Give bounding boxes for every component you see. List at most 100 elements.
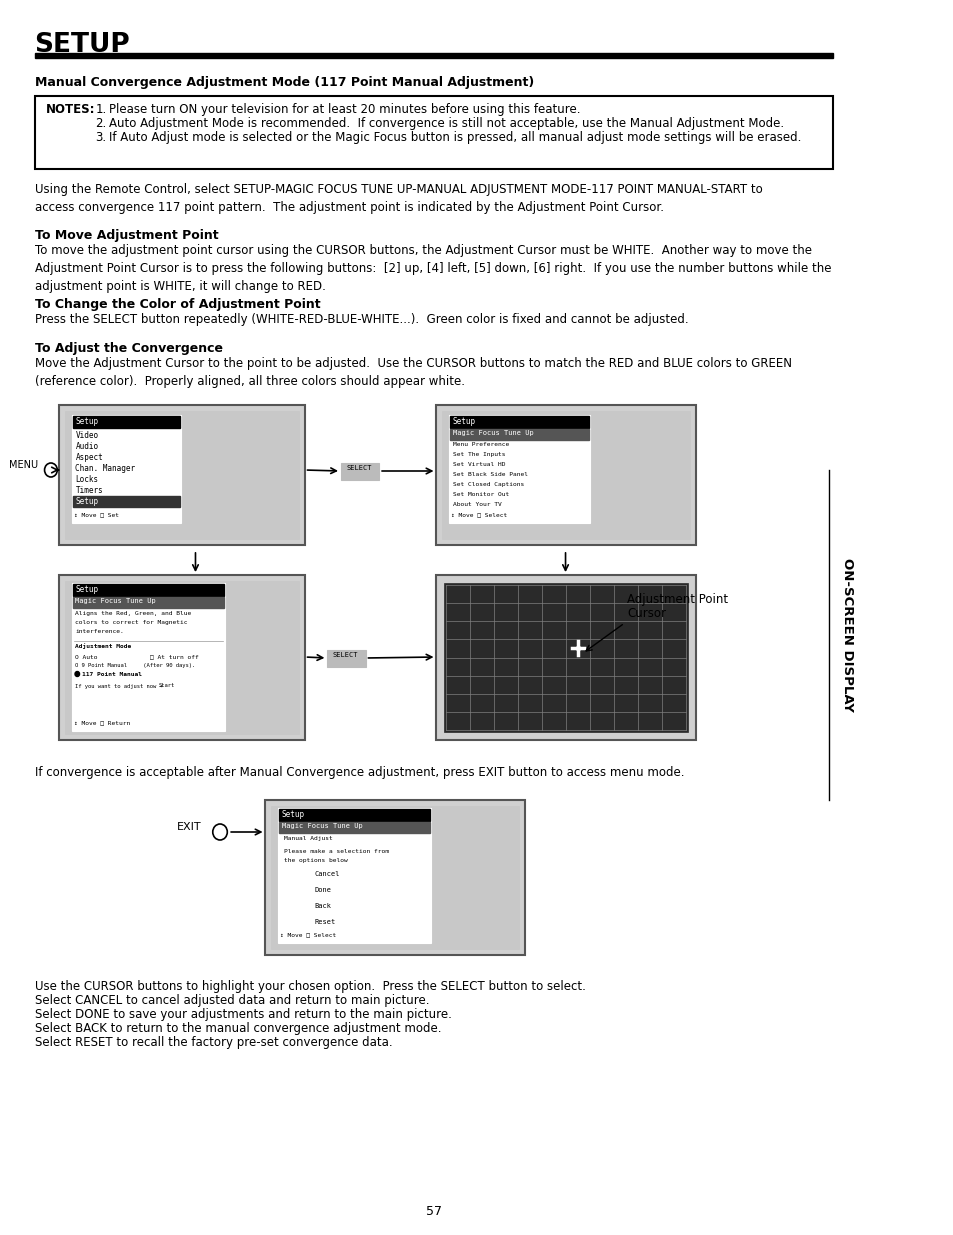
Bar — [71, 583, 224, 731]
Text: ↕ Move □ Set: ↕ Move □ Set — [73, 513, 118, 517]
Text: Move the Adjustment Cursor to the point to be adjusted.  Use the CURSOR buttons : Move the Adjustment Cursor to the point … — [34, 357, 791, 388]
Text: interference.: interference. — [75, 629, 124, 634]
Bar — [72, 597, 223, 608]
Bar — [436, 405, 695, 545]
Text: To move the adjustment point cursor using the CURSOR buttons, the Adjustment Cur: To move the adjustment point cursor usin… — [34, 245, 830, 293]
Text: Manual Convergence Adjustment Mode (117 Point Manual Adjustment): Manual Convergence Adjustment Mode (117 … — [34, 77, 534, 89]
Text: SELECT: SELECT — [333, 652, 358, 658]
Text: Set The Inputs: Set The Inputs — [453, 452, 505, 457]
Text: If convergence is acceptable after Manual Convergence adjustment, press EXIT but: If convergence is acceptable after Manua… — [34, 766, 683, 779]
Text: Aspect: Aspect — [75, 453, 103, 462]
Text: Select RESET to recall the factory pre-set convergence data.: Select RESET to recall the factory pre-s… — [34, 1036, 392, 1049]
Bar — [72, 584, 223, 597]
Bar — [303, 869, 354, 881]
Text: 57: 57 — [425, 1205, 441, 1218]
Text: Cancel: Cancel — [314, 871, 339, 877]
Text: NOTES:: NOTES: — [46, 103, 95, 116]
Bar — [65, 580, 299, 734]
Circle shape — [45, 463, 57, 477]
Text: ↕ Move □ Select: ↕ Move □ Select — [280, 932, 336, 937]
Bar — [279, 823, 430, 832]
Text: Done: Done — [314, 887, 332, 893]
Text: O Auto              □ At turn off: O Auto □ At turn off — [75, 655, 199, 659]
Text: Back: Back — [314, 903, 332, 909]
Text: ↕ Move □ Select: ↕ Move □ Select — [451, 513, 507, 517]
Text: Select BACK to return to the manual convergence adjustment mode.: Select BACK to return to the manual conv… — [34, 1023, 440, 1035]
Text: Setup: Setup — [75, 585, 98, 594]
Text: Video: Video — [75, 431, 98, 440]
Bar — [59, 576, 304, 740]
Text: If you want to adjust now →: If you want to adjust now → — [75, 684, 163, 689]
Bar — [303, 918, 354, 929]
Text: Setup: Setup — [75, 417, 98, 426]
Bar — [271, 806, 518, 948]
Bar — [327, 650, 365, 667]
Text: SELECT: SELECT — [346, 466, 372, 471]
Bar — [155, 682, 183, 692]
Text: Please make a selection from: Please make a selection from — [283, 848, 388, 853]
Text: About Your TV: About Your TV — [453, 501, 501, 508]
Text: Setup: Setup — [453, 417, 476, 426]
Text: Start: Start — [158, 683, 174, 688]
Text: 3.: 3. — [95, 131, 107, 144]
Text: Set Closed Captions: Set Closed Captions — [453, 482, 523, 487]
Circle shape — [75, 672, 79, 677]
Bar — [279, 809, 430, 821]
Text: ON-SCREEN DISPLAY: ON-SCREEN DISPLAY — [840, 558, 853, 711]
Text: Using the Remote Control, select SETUP-MAGIC FOCUS TUNE UP-MANUAL ADJUSTMENT MOD: Using the Remote Control, select SETUP-M… — [34, 183, 761, 214]
Text: colors to correct for Magnetic: colors to correct for Magnetic — [75, 620, 188, 625]
Text: O 9 Point Manual     (After 90 days).: O 9 Point Manual (After 90 days). — [75, 663, 195, 668]
Text: MENU: MENU — [10, 459, 38, 471]
Text: To Change the Color of Adjustment Point: To Change the Color of Adjustment Point — [34, 298, 320, 311]
Text: Locks: Locks — [75, 475, 98, 484]
Text: Magic Focus Tune Up: Magic Focus Tune Up — [75, 598, 156, 604]
Text: To Adjust the Convergence: To Adjust the Convergence — [34, 342, 222, 354]
Text: Press the SELECT button repeatedly (WHITE-RED-BLUE-WHITE...).  Green color is fi: Press the SELECT button repeatedly (WHIT… — [34, 312, 687, 326]
Text: If Auto Adjust mode is selected or the Magic Focus button is pressed, all manual: If Auto Adjust mode is selected or the M… — [109, 131, 801, 144]
Text: 117 Point Manual: 117 Point Manual — [82, 672, 142, 677]
Text: Set Black Side Panel: Set Black Side Panel — [453, 472, 527, 477]
Text: Magic Focus Tune Up: Magic Focus Tune Up — [453, 430, 533, 436]
Text: SETUP: SETUP — [34, 32, 131, 58]
Text: 2.: 2. — [95, 117, 107, 130]
Bar — [34, 96, 832, 169]
Text: Manual Adjust: Manual Adjust — [283, 836, 332, 841]
Text: Chan. Manager: Chan. Manager — [75, 464, 135, 473]
Bar — [828, 471, 864, 800]
Text: Adjustment Mode: Adjustment Mode — [75, 643, 132, 648]
Text: 1.: 1. — [95, 103, 107, 116]
Bar — [450, 429, 589, 440]
Text: Set Virtual HD: Set Virtual HD — [453, 462, 505, 467]
Text: Magic Focus Tune Up: Magic Focus Tune Up — [281, 823, 362, 829]
Text: Auto Adjustment Mode is recommended.  If convergence is still not acceptable, us: Auto Adjustment Mode is recommended. If … — [109, 117, 783, 130]
Text: Please turn ON your television for at least 20 minutes before using this feature: Please turn ON your television for at le… — [109, 103, 580, 116]
Bar — [443, 583, 687, 732]
Circle shape — [213, 824, 227, 840]
Bar — [265, 800, 524, 955]
Text: To Move Adjustment Point: To Move Adjustment Point — [34, 228, 218, 242]
Bar — [303, 902, 354, 913]
Text: Aligns the Red, Green, and Blue: Aligns the Red, Green, and Blue — [75, 611, 192, 616]
Text: Cursor: Cursor — [627, 606, 665, 620]
Text: the options below: the options below — [283, 858, 347, 863]
Bar — [34, 53, 832, 58]
Text: Adjustment Point: Adjustment Point — [627, 593, 728, 606]
Text: Reset: Reset — [314, 919, 335, 925]
Text: Select DONE to save your adjustments and return to the main picture.: Select DONE to save your adjustments and… — [34, 1008, 451, 1021]
Text: Select CANCEL to cancel adjusted data and return to main picture.: Select CANCEL to cancel adjusted data an… — [34, 994, 429, 1007]
Bar — [72, 416, 180, 429]
Bar — [71, 415, 181, 522]
Text: Timers: Timers — [75, 487, 103, 495]
Bar — [72, 496, 180, 508]
Bar — [436, 576, 695, 740]
Bar — [450, 416, 589, 429]
Text: ↕ Move □ Return: ↕ Move □ Return — [73, 720, 130, 725]
Text: Setup: Setup — [281, 810, 305, 819]
Bar — [281, 835, 427, 846]
Bar — [340, 463, 378, 480]
Text: Set Monitor Out: Set Monitor Out — [453, 492, 509, 496]
Bar — [449, 415, 590, 522]
Bar — [441, 411, 689, 538]
Text: Use the CURSOR buttons to highlight your chosen option.  Press the SELECT button: Use the CURSOR buttons to highlight your… — [34, 981, 585, 993]
Bar — [59, 405, 304, 545]
